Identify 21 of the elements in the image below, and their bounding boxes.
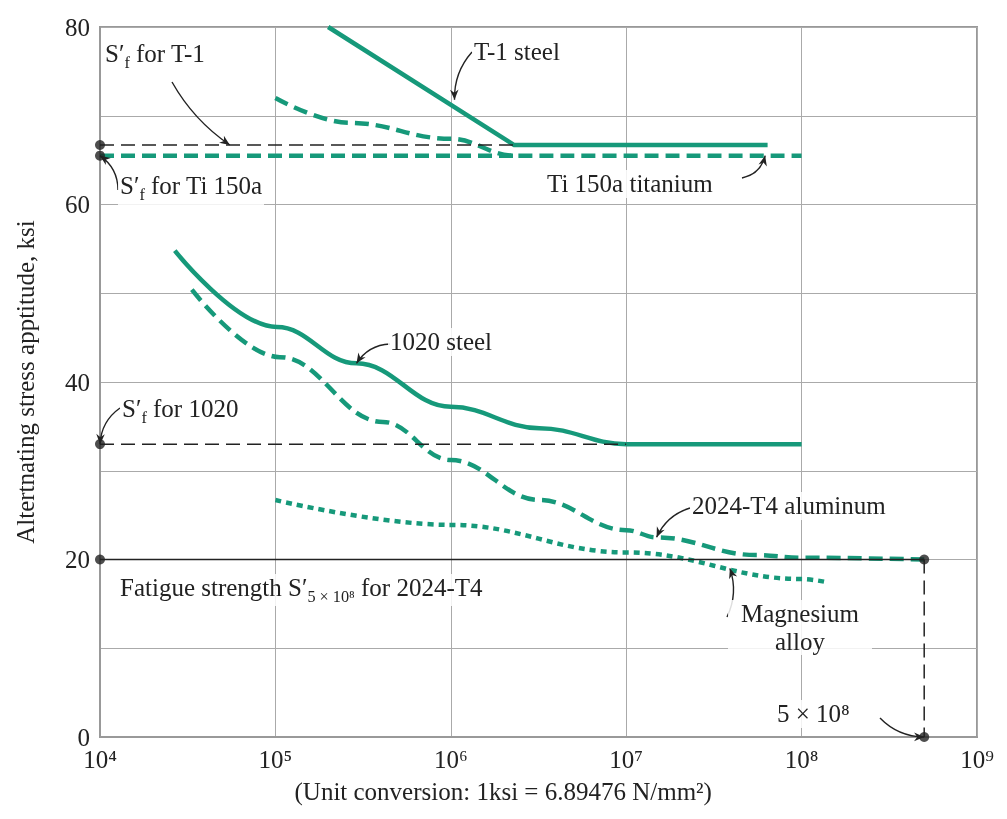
y-tick-label: 60 bbox=[65, 191, 90, 218]
y-axis-title: Altertnating stress apptitude, ksi bbox=[12, 220, 39, 544]
x-tick-label: 10⁷ bbox=[609, 746, 644, 773]
x-tick-label: 10⁹ bbox=[960, 746, 994, 773]
text: (Unit conversion: 1ksi = 6.89476 N/mm²) bbox=[293, 778, 713, 806]
x-tick-label: 10⁶ bbox=[433, 746, 468, 773]
annotation: S′$_{f}$ for Ti 150a bbox=[118, 172, 265, 205]
x-tick-label: 10⁵ bbox=[258, 746, 293, 773]
annotation: S′$_{f}$ for T-1 bbox=[103, 40, 207, 73]
y-tick-label: 40 bbox=[65, 368, 90, 396]
annotation: S′$_{f}$ for 1020 bbox=[120, 395, 241, 428]
annotation: Ti 150a titanium bbox=[545, 170, 715, 198]
annotation: 1020 steel bbox=[388, 328, 495, 356]
y-tick-label: 80 bbox=[65, 13, 90, 41]
annotation: 5 × 10⁸ bbox=[775, 700, 852, 728]
annotation: Magnesium alloy bbox=[728, 600, 872, 655]
annotation: T-1 steel bbox=[472, 38, 562, 66]
annotation: 2024-T4 aluminum bbox=[690, 492, 888, 520]
annotation: Fatigue strength S′$_{5 × 10⁸}$ for 2024-T4 bbox=[118, 573, 485, 607]
x-tick-label: 10⁸ bbox=[784, 746, 819, 773]
y-tick-label: 20 bbox=[65, 546, 90, 573]
